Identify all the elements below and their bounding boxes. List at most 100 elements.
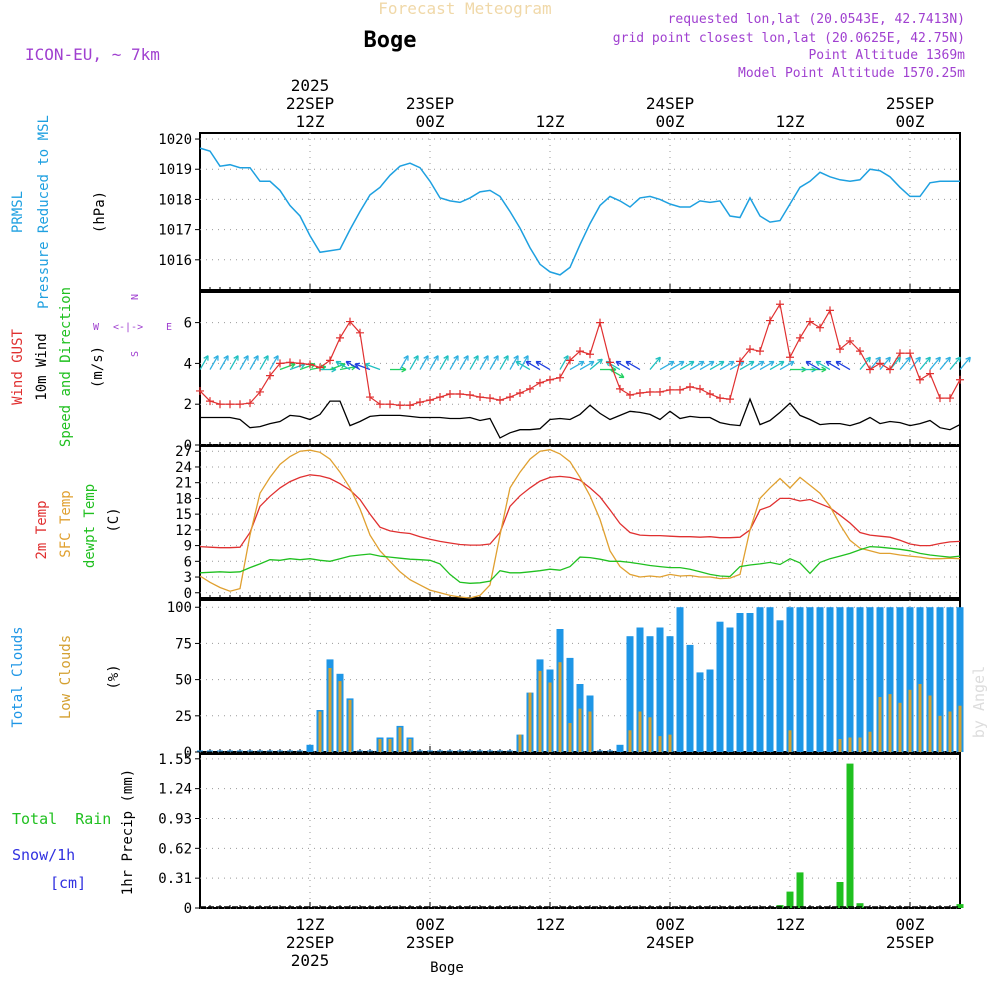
- ytick-label-pressure: 1020: [158, 132, 192, 148]
- wind-arrow-shaft: [679, 360, 695, 371]
- wind-arrow-shaft: [689, 360, 705, 371]
- rain-bar: [956, 904, 964, 908]
- wind-arrow: [679, 360, 695, 371]
- total-cloud-bar: [896, 607, 904, 752]
- gust-marker: [676, 385, 684, 394]
- low-cloud-bar: [648, 717, 652, 752]
- wind-arrow: [469, 355, 479, 370]
- cloud-bars: [197, 607, 964, 752]
- gust-marker: [276, 359, 284, 368]
- wind-arrow: [659, 360, 675, 371]
- total-cloud-bar: [866, 607, 874, 752]
- low-cloud-bar: [938, 715, 942, 752]
- wind-arrow: [649, 356, 661, 370]
- ytick-label-precip: 0.93: [158, 811, 192, 827]
- wind-arrow-shaft: [249, 355, 259, 370]
- wind-arrow-head: [423, 355, 429, 361]
- wind-arrow-shaft: [354, 363, 371, 371]
- low-cloud-bar: [388, 739, 392, 752]
- wind-arrow-shaft: [739, 360, 755, 371]
- wind-arrow: [810, 366, 827, 373]
- wind-arrow: [909, 356, 921, 370]
- gust-marker: [736, 357, 744, 366]
- wind-arrow-shaft: [879, 356, 891, 370]
- label-wind-unit: (m/s): [90, 346, 106, 388]
- wind-arrow-head: [513, 355, 519, 361]
- gust-marker: [646, 387, 654, 396]
- wind-arrow-head: [668, 360, 675, 367]
- gust-marker: [216, 400, 224, 409]
- wind-arrow-shaft: [269, 355, 279, 370]
- wind-arrow-head: [515, 360, 522, 367]
- bottom-time-label: 00Z: [416, 915, 445, 934]
- panel-wind: 0 2 4 6: [184, 291, 961, 454]
- label-precip-axis: 1hr Precip (mm): [120, 769, 136, 895]
- gust-marker: [696, 384, 704, 393]
- top-time-label: 25SEP: [886, 94, 934, 113]
- ytick-label-temperature: 18: [175, 491, 192, 507]
- low-cloud-bar: [788, 730, 792, 752]
- wind-arrow-shaft: [569, 360, 585, 371]
- wind-arrow: [709, 360, 725, 371]
- ytick-label-precip: 1.55: [158, 752, 192, 768]
- low-cloud-bar: [398, 727, 402, 752]
- wind-arrow: [615, 360, 631, 371]
- gust-marker: [756, 347, 764, 356]
- gust-markers: [196, 300, 964, 410]
- rain-bar: [796, 872, 804, 908]
- gust-marker: [886, 365, 894, 374]
- low-cloud-bar: [848, 737, 852, 752]
- wind-arrow-head: [354, 362, 360, 369]
- total-cloud-bar: [776, 620, 784, 752]
- gust-marker: [846, 336, 854, 345]
- wind-arrow-head: [243, 355, 249, 361]
- bottom-time-label: 00Z: [896, 915, 925, 934]
- gust-marker: [486, 394, 494, 403]
- wind-arrow-head: [345, 360, 352, 367]
- wind-arrow-head: [718, 360, 725, 367]
- gust-marker: [316, 363, 324, 372]
- wind-arrow-head: [655, 356, 661, 363]
- total-cloud-bar: [756, 607, 764, 752]
- bottom-time-label: 00Z: [656, 915, 685, 934]
- gust-marker: [906, 349, 914, 358]
- rain-bar: [836, 882, 844, 908]
- low-cloud-bar: [928, 695, 932, 752]
- gust-marker: [566, 356, 574, 365]
- label-sfc: SFC Temp: [58, 490, 74, 557]
- top-time-label: 00Z: [416, 112, 445, 131]
- gust-marker: [376, 400, 384, 409]
- total-cloud-bar: [906, 607, 914, 752]
- panel-precip: 0 0.31 0.62 0.93 1.24 1.55: [158, 752, 961, 917]
- wind-arrow-shaft: [429, 355, 439, 370]
- wind-arrow-head: [223, 355, 229, 361]
- wind-arrow-head: [615, 360, 622, 367]
- label-prmsl: PRMSL: [10, 191, 26, 233]
- wind-arrow: [429, 355, 439, 370]
- wind-arrow-shaft: [649, 356, 661, 370]
- wind-arrow: [739, 360, 755, 371]
- wind-arrow: [815, 360, 831, 371]
- ytick-label-precip: 0.31: [158, 871, 192, 887]
- wind-arrow-shaft: [769, 360, 785, 371]
- compass-s: S: [130, 351, 141, 357]
- wind-arrow-head: [618, 372, 625, 379]
- wind-arrow: [409, 355, 419, 370]
- gust-marker: [266, 371, 274, 380]
- ytick-label-clouds: 25: [175, 709, 192, 725]
- wind-arrow-shaft: [729, 360, 745, 371]
- wind-arrow-head: [625, 360, 632, 367]
- wind-arrow-head: [965, 356, 971, 363]
- gust-marker: [426, 396, 434, 405]
- low-cloud-bar: [888, 694, 892, 752]
- gust-marker: [196, 386, 204, 395]
- plot-area: 1016101710181019102002460369121518212427…: [158, 76, 971, 970]
- gust-marker: [476, 393, 484, 402]
- gust-marker: [826, 306, 834, 315]
- label-gust: Wind GUST: [10, 329, 26, 405]
- gust-marker: [796, 333, 804, 342]
- wind-arrow-shaft: [709, 360, 725, 371]
- gust-marker: [656, 387, 664, 396]
- wind-arrow-head: [825, 360, 832, 367]
- total-cloud-bar: [836, 607, 844, 752]
